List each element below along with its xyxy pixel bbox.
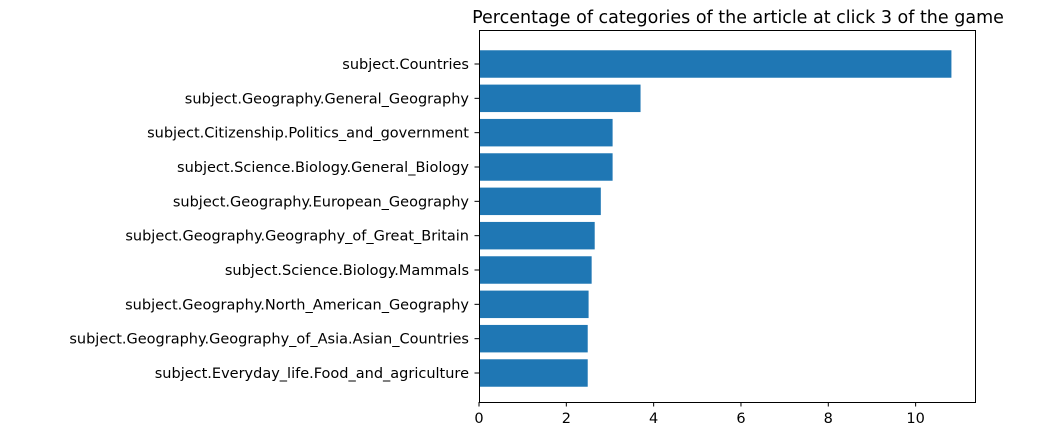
- x-tick-label: 10: [906, 411, 924, 427]
- category-label: subject.Geography.General_Geography: [185, 91, 470, 107]
- x-tick-label: 8: [824, 411, 833, 427]
- category-label: subject.Geography.European_Geography: [173, 194, 470, 210]
- category-label: subject.Geography.North_American_Geograp…: [125, 297, 469, 313]
- x-axis-ticks: 0 2 4 6 8 10: [474, 402, 925, 427]
- bar: [479, 324, 588, 353]
- bar: [479, 50, 952, 78]
- x-tick-label: 4: [649, 411, 658, 427]
- y-axis-labels: subject.Countries subject.Geography.Gener…: [69, 57, 479, 382]
- category-label: subject.Everyday_life.Food_and_agricultu…: [155, 366, 469, 382]
- x-tick-label: 6: [736, 411, 745, 427]
- bar: [479, 256, 592, 284]
- bars-group: [479, 50, 952, 387]
- category-label: subject.Geography.Geography_of_Great_Bri…: [125, 229, 469, 245]
- x-tick-label: 2: [562, 411, 571, 427]
- chart-title: Percentage of categories of the article …: [472, 8, 1004, 28]
- plot-frame: [479, 30, 976, 403]
- category-label: subject.Geography.Geography_of_Asia.Asia…: [69, 332, 469, 348]
- bar: [479, 290, 589, 319]
- bar: [479, 221, 595, 250]
- bar: [479, 84, 641, 113]
- bar: [479, 153, 613, 181]
- bar: [479, 187, 601, 216]
- category-label: subject.Science.Biology.General_Biology: [177, 160, 469, 176]
- bar: [479, 118, 613, 147]
- bar: [479, 359, 588, 387]
- category-label: subject.Science.Biology.Mammals: [225, 263, 469, 279]
- category-label: subject.Countries: [342, 57, 469, 73]
- x-tick-label: 0: [474, 411, 483, 427]
- category-label: subject.Citizenship.Politics_and_governm…: [147, 126, 469, 142]
